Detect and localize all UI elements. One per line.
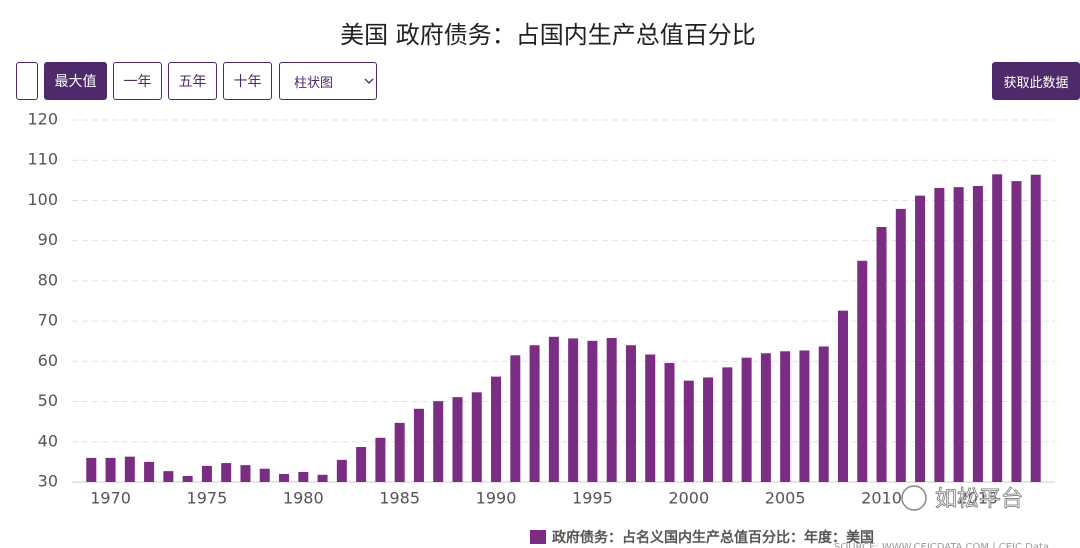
bar [780,351,791,482]
select-text: 柱状图 [294,75,334,91]
x-tick-label: 2005 [765,489,806,508]
bar [895,208,906,482]
y-tick-label: 40 [38,431,58,450]
bar [664,362,675,482]
range-button[interactable]: 五年 [168,62,217,100]
bar [934,187,945,482]
bar [818,346,829,482]
x-tick-label: 2010 [861,489,902,508]
bar [529,345,540,482]
x-tick-label: 2015 [958,489,999,508]
bar [221,463,232,482]
bar [240,465,251,482]
bar [1011,181,1022,483]
y-tick-label: 60 [38,351,58,370]
bar [279,473,290,482]
source: SOURCE: WWW.CEICDATA.COM | CEIC Data [834,542,1049,548]
bar [375,437,386,482]
range-button[interactable]: 一年 [113,62,162,100]
bar [703,377,714,482]
bar [394,422,405,482]
x-tick-label: 1970 [90,489,131,508]
bar [298,471,309,482]
bar [741,357,752,482]
y-tick-label: 120 [27,110,58,129]
x-tick-label: 1980 [283,489,324,508]
get-data-button[interactable]: 获取此数据 [992,62,1080,100]
bar [86,457,97,482]
bar [201,465,212,482]
bar [992,174,1003,483]
chevron [364,78,374,84]
bar [683,380,694,482]
y-tick-label: 110 [27,150,58,169]
x-tick-label: 1975 [187,489,228,508]
legend-swatch [530,530,546,544]
bar [837,310,848,482]
x-tick-label: 2000 [668,489,709,508]
chart-title: 美国 政府债务：占国内生产总值百分比 [340,21,756,49]
x-tick-label: 1985 [379,489,420,508]
bar [356,447,367,482]
bar [259,468,270,482]
legend-label: 政府债务：占名义国内生产总值百分比：年度：美国 [552,529,874,546]
chart-type-select[interactable]: 柱状图 [279,62,377,100]
bar [105,457,116,482]
bar [1030,174,1041,483]
bar [317,474,328,482]
empty-button[interactable] [16,62,38,100]
range-button[interactable]: 十年 [223,62,272,100]
bar [548,336,559,482]
y-tick-label: 30 [38,472,58,491]
bar [568,338,579,482]
bar [645,354,656,482]
bar [876,226,887,482]
y-tick-label: 70 [38,311,58,330]
bar [953,187,964,482]
x-tick-label: 1995 [572,489,613,508]
watermark: 如松平台 [935,487,1023,512]
watermark-icon [901,485,927,511]
y-tick-label: 50 [38,391,58,410]
bar [144,461,155,482]
range-button[interactable]: 最大值 [44,62,107,100]
bar [433,401,444,482]
y-tick-label: 100 [27,190,58,209]
bar [471,392,482,482]
y-tick-label: 90 [38,230,58,249]
bar [587,340,598,482]
y-tick-label: 80 [38,270,58,289]
bar [722,367,733,482]
x-tick-label: 1990 [476,489,517,508]
bar [413,408,424,482]
bar [124,456,135,482]
bar [760,353,771,482]
bar [915,195,926,482]
bar [452,397,463,482]
bar [163,471,174,482]
bar [857,260,868,482]
bar [182,475,193,482]
bar [625,345,636,482]
bar [510,355,521,482]
bar [491,376,502,482]
bar [799,350,810,482]
bar [606,338,617,482]
bar [972,185,983,482]
bar [336,459,347,482]
